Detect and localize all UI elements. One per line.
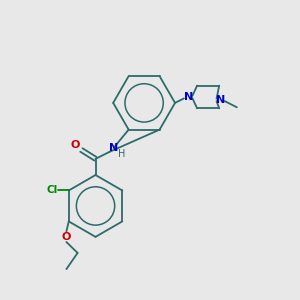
Text: O: O — [70, 140, 80, 150]
Text: N: N — [216, 95, 225, 105]
Text: N: N — [109, 142, 119, 153]
Text: Cl: Cl — [46, 185, 58, 196]
Text: H: H — [118, 148, 126, 158]
Text: O: O — [62, 232, 71, 242]
Text: N: N — [184, 92, 193, 102]
